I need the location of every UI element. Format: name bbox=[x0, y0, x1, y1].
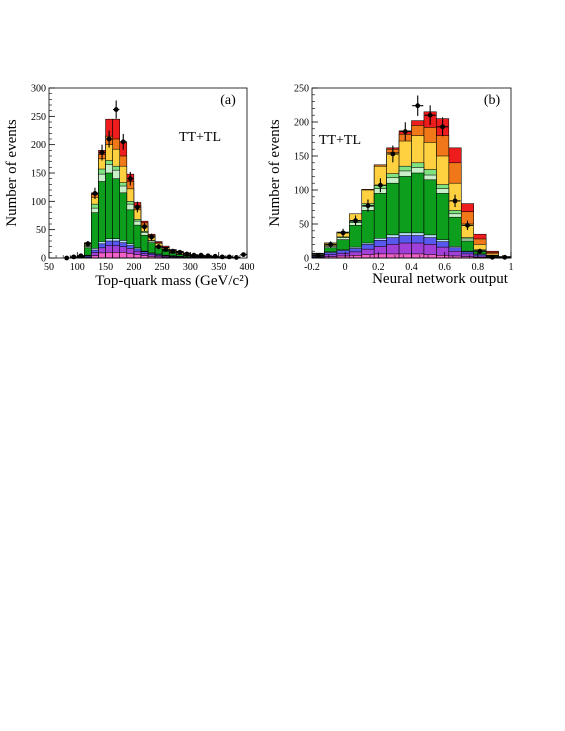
panel-b-bar-magenta bbox=[411, 253, 425, 259]
panel-b-data-point bbox=[337, 228, 349, 237]
panel-b-data-point bbox=[362, 199, 374, 212]
panel-b-data-point bbox=[412, 95, 424, 116]
panel-a-data-point bbox=[183, 251, 191, 257]
panel-a-data-point bbox=[240, 252, 247, 257]
panel-a-data-point bbox=[105, 130, 113, 148]
panel-b-annotation: TT+TL bbox=[319, 133, 361, 148]
panel-a-data-point bbox=[219, 254, 226, 260]
panel-b-data-point bbox=[374, 178, 387, 193]
panel-b-data-point bbox=[461, 220, 474, 231]
panel-b-ytick-label: 100 bbox=[294, 186, 309, 197]
figure: 50 100 150 200 250 300 350 40005010015020025030… bbox=[4, 84, 514, 290]
panel-b-data-point bbox=[474, 248, 486, 254]
panel-a-data-point bbox=[233, 255, 240, 260]
panel-a-bar-magenta bbox=[112, 252, 120, 259]
panel-a-data-point bbox=[190, 252, 198, 258]
panel-a-data-point bbox=[141, 222, 148, 232]
panel-b-data-points bbox=[312, 95, 511, 260]
panel-b-data-point bbox=[387, 145, 399, 163]
panel-b-data-point bbox=[399, 122, 411, 141]
panel-a-ytick-label: 0 bbox=[41, 254, 46, 265]
panel-a-data-point bbox=[155, 244, 162, 250]
panel-a-data-point bbox=[77, 253, 85, 259]
panel-a-ytick-label: 300 bbox=[31, 84, 46, 95]
panel-a-data-point bbox=[98, 144, 106, 161]
panel-a-xtick-label: 100 bbox=[70, 262, 85, 273]
panel-b-ytick-label: 0 bbox=[304, 254, 309, 265]
panel-b-bar-magenta bbox=[349, 255, 363, 259]
panel-b-ytick-label: 250 bbox=[294, 84, 309, 95]
panel-a-bar-magenta bbox=[119, 252, 128, 259]
panel-a-data-point bbox=[162, 247, 169, 252]
panel-b-ylabel: Number of events bbox=[267, 119, 283, 227]
panel-b-bar-magenta bbox=[386, 253, 400, 259]
panel-a-data-point bbox=[226, 254, 233, 260]
panel-a-top-quark-mass: 50 100 150 200 250 300 350 40005010015020025030… bbox=[4, 84, 255, 290]
panel-b-data-point bbox=[312, 252, 324, 258]
panel-b-label: (b) bbox=[484, 93, 501, 108]
panel-a-ytick-label: 100 bbox=[31, 197, 46, 208]
panel-a-data-point bbox=[204, 253, 212, 259]
panel-a-annotation: TT+TL bbox=[179, 130, 221, 145]
panel-a-ytick-label: 150 bbox=[31, 169, 46, 180]
panel-b-ytick-label: 150 bbox=[294, 152, 309, 163]
panel-a-data-point bbox=[120, 133, 127, 150]
panel-b-bar-magenta bbox=[398, 253, 412, 259]
panel-a-data-point bbox=[112, 100, 120, 119]
panel-a-data-point bbox=[148, 233, 155, 241]
panel-a-data-point bbox=[91, 187, 99, 200]
panel-b-data-point bbox=[449, 194, 461, 208]
panel-b-ytick-label: 200 bbox=[294, 118, 309, 129]
panel-b-xtick-label: -0.2 bbox=[304, 262, 320, 273]
panel-a-xtick-label: 350 bbox=[211, 262, 226, 273]
panel-a-xlabel: Top-quark mass (GeV/c²) bbox=[95, 273, 248, 289]
panel-a-xtick-label: 50 bbox=[44, 262, 54, 273]
panel-a-bar-magenta bbox=[105, 252, 113, 259]
panel-b-bar-magenta bbox=[436, 255, 450, 259]
panel-a-bar-magenta bbox=[126, 253, 135, 259]
panel-a-ytick-label: 200 bbox=[31, 140, 46, 151]
panel-b-stacked-histogram bbox=[311, 111, 512, 259]
panel-a-xtick-label: 300 bbox=[183, 262, 198, 273]
panel-a-data-point bbox=[176, 249, 184, 255]
panel-a-ytick-label: 50 bbox=[36, 225, 46, 236]
panel-b-xtick-label: 0 bbox=[343, 262, 348, 273]
panel-b-data-point bbox=[325, 241, 337, 248]
panel-a-xtick-label: 250 bbox=[155, 262, 170, 273]
panel-a-ytick-label: 250 bbox=[31, 112, 46, 123]
panel-a-data-point bbox=[197, 252, 205, 258]
panel-a-data-point bbox=[84, 241, 92, 247]
panel-a-data-point bbox=[70, 254, 77, 260]
panel-a-label: (a) bbox=[220, 93, 236, 108]
panel-b-bar-magenta bbox=[361, 254, 375, 259]
panel-b-data-point bbox=[436, 117, 449, 137]
panel-b-bar-magenta bbox=[373, 253, 387, 259]
panel-a-bar-magenta bbox=[133, 254, 142, 259]
panel-b-data-point bbox=[499, 254, 511, 260]
panel-a-data-point bbox=[127, 171, 134, 186]
panel-a-xtick-label: 150 bbox=[98, 262, 113, 273]
panel-b-bar-magenta bbox=[423, 254, 437, 259]
panel-a-ticks: 50 100 150 200 250 300 350 40005010015020025030… bbox=[31, 84, 255, 274]
panel-b-data-point bbox=[349, 215, 362, 226]
panel-a-data-point bbox=[211, 253, 219, 259]
panel-a-xtick-label: 400 bbox=[240, 262, 255, 273]
panel-b-xtick-label: 0.8 bbox=[472, 262, 485, 273]
panel-b-data-point bbox=[424, 105, 436, 126]
panel-a-bar-magenta bbox=[98, 252, 106, 259]
panel-a-ylabel: Number of events bbox=[4, 119, 20, 227]
panel-b-xlabel: Neural network output bbox=[372, 271, 509, 287]
panel-a-data-points bbox=[64, 100, 247, 261]
panel-b-xtick-label: 0.6 bbox=[438, 262, 451, 273]
panel-b-ytick-label: 50 bbox=[299, 220, 309, 231]
panel-b-xtick-label: 1 bbox=[509, 262, 514, 273]
panel-a-data-point bbox=[134, 201, 141, 213]
panel-b-xtick-label: 0.4 bbox=[405, 262, 418, 273]
panel-a-xtick-label: 200 bbox=[126, 262, 141, 273]
panel-b-xtick-label: 0.2 bbox=[372, 262, 385, 273]
panel-a-data-point bbox=[169, 248, 176, 254]
